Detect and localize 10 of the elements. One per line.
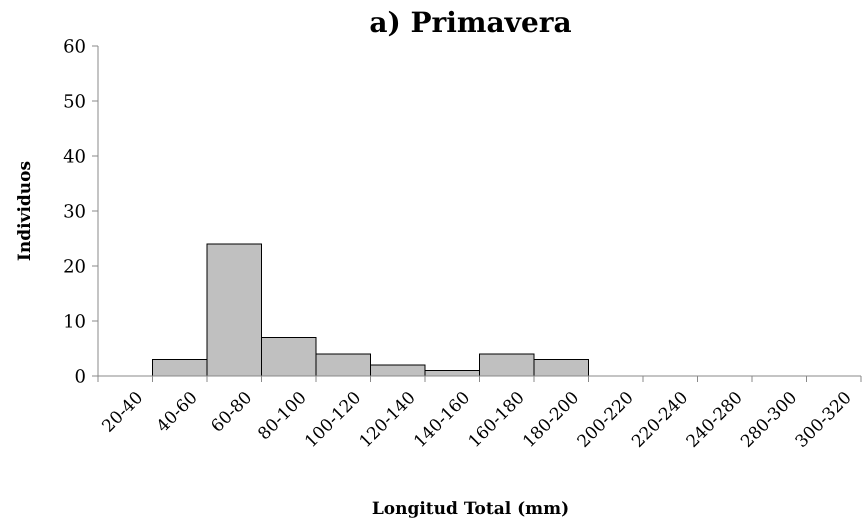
y-tick-label: 0	[74, 366, 86, 388]
y-tick-label: 20	[63, 256, 86, 278]
y-tick-label: 10	[63, 311, 86, 332]
y-tick-label: 40	[63, 146, 86, 168]
chart-title: a) Primavera	[369, 6, 572, 39]
y-axis-title: Individuos	[15, 160, 35, 262]
y-tick-label: 60	[63, 36, 86, 58]
y-tick-label: 50	[63, 91, 86, 112]
x-axis-title: Longitud Total (mm)	[372, 499, 570, 519]
y-tick-label: 30	[63, 201, 86, 222]
